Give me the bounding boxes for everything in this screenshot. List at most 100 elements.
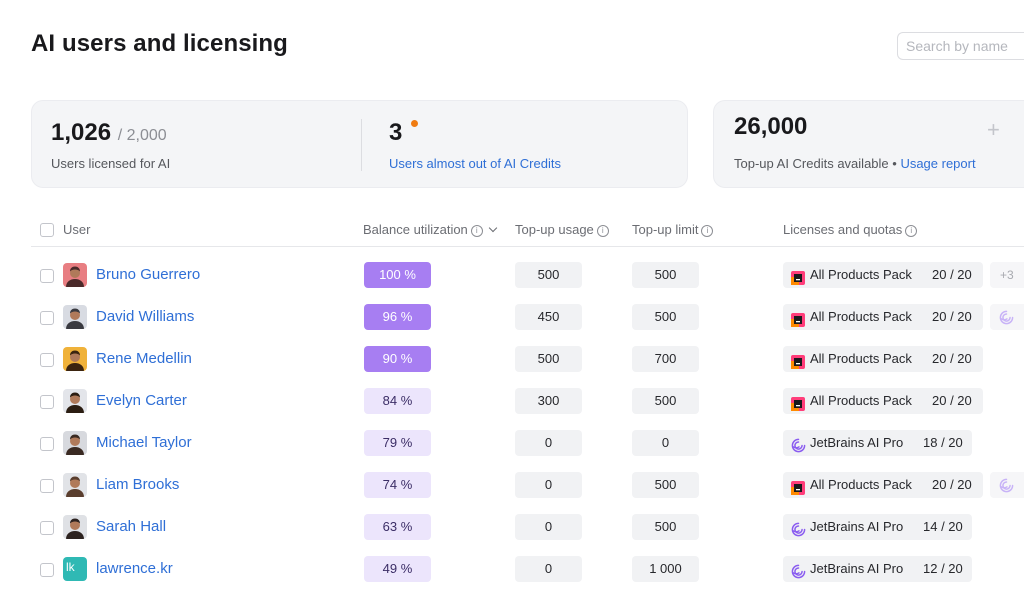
table-row[interactable]: Bruno Guerrero 100 % 500 500 All Product… bbox=[0, 255, 1024, 297]
card-divider bbox=[361, 119, 362, 171]
license-name: All Products Pack bbox=[810, 477, 912, 492]
topup-limit-value[interactable]: 0 bbox=[632, 430, 699, 456]
jetbrains-ai-icon[interactable] bbox=[990, 304, 1024, 330]
page-title: AI users and licensing bbox=[31, 30, 288, 57]
table-row[interactable]: Rene Medellin 90 % 500 700 All Products … bbox=[0, 339, 1024, 381]
license-chip[interactable]: All Products Pack 20 / 20 bbox=[783, 388, 983, 414]
avatar bbox=[63, 263, 87, 287]
topup-limit-value[interactable]: 500 bbox=[632, 262, 699, 288]
license-name: All Products Pack bbox=[810, 267, 912, 282]
balance-utilization-badge: 49 % bbox=[364, 556, 431, 582]
usage-report-link[interactable]: Usage report bbox=[900, 156, 976, 171]
license-quota: 20 / 20 bbox=[932, 267, 972, 282]
topup-limit-value[interactable]: 500 bbox=[632, 388, 699, 414]
topup-limit-value[interactable]: 700 bbox=[632, 346, 699, 372]
license-quota: 20 / 20 bbox=[932, 309, 972, 324]
avatar-initials: lk bbox=[63, 557, 87, 581]
licensed-count: 1,026 / 2,000 bbox=[51, 119, 167, 146]
user-name-link[interactable]: Rene Medellin bbox=[96, 350, 192, 367]
topup-usage-value: 0 bbox=[515, 556, 582, 582]
balance-utilization-badge: 84 % bbox=[364, 388, 431, 414]
table-row[interactable]: lk lawrence.kr 49 % 0 1 000 JetBrains AI… bbox=[0, 549, 1024, 591]
chevron-down-icon bbox=[488, 223, 498, 233]
table-row[interactable]: Sarah Hall 63 % 0 500 JetBrains AI Pro 1… bbox=[0, 507, 1024, 549]
user-name-link[interactable]: David Williams bbox=[96, 308, 195, 325]
row-checkbox[interactable] bbox=[40, 395, 54, 409]
header-divider bbox=[31, 246, 1024, 247]
row-checkbox[interactable] bbox=[40, 521, 54, 535]
table-row[interactable]: David Williams 96 % 450 500 All Products… bbox=[0, 297, 1024, 339]
jetbrains-ai-icon bbox=[791, 562, 806, 588]
topup-usage-value: 0 bbox=[515, 514, 582, 540]
user-name-link[interactable]: Sarah Hall bbox=[96, 518, 167, 535]
column-header-balance[interactable]: Balance utilization i bbox=[363, 222, 498, 237]
license-quota: 18 / 20 bbox=[923, 435, 963, 450]
table-row[interactable]: Liam Brooks 74 % 0 500 All Products Pack… bbox=[0, 465, 1024, 507]
row-checkbox[interactable] bbox=[40, 353, 54, 367]
avatar bbox=[63, 389, 87, 413]
user-name-link[interactable]: Evelyn Carter bbox=[96, 392, 187, 409]
balance-utilization-badge: 90 % bbox=[364, 346, 431, 372]
all-products-pack-icon bbox=[791, 310, 805, 336]
table-row[interactable]: Evelyn Carter 84 % 300 500 All Products … bbox=[0, 381, 1024, 423]
almost-out-link[interactable]: Users almost out of AI Credits bbox=[389, 156, 561, 171]
licensed-total: / 2,000 bbox=[117, 127, 167, 144]
license-name: All Products Pack bbox=[810, 351, 912, 366]
row-checkbox[interactable] bbox=[40, 269, 54, 283]
license-chip[interactable]: JetBrains AI Pro 18 / 20 bbox=[783, 430, 972, 456]
info-icon: i bbox=[905, 224, 918, 237]
column-header-topup-usage[interactable]: Top-up usage i bbox=[515, 222, 609, 237]
plus-icon[interactable]: + bbox=[987, 117, 1000, 142]
row-checkbox[interactable] bbox=[40, 563, 54, 577]
select-all-checkbox[interactable] bbox=[40, 223, 54, 237]
user-name-link[interactable]: Liam Brooks bbox=[96, 476, 180, 493]
all-products-pack-icon bbox=[791, 478, 805, 504]
balance-utilization-badge: 74 % bbox=[364, 472, 431, 498]
license-chip[interactable]: All Products Pack 20 / 20 bbox=[783, 346, 983, 372]
user-name-link[interactable]: lawrence.kr bbox=[96, 560, 173, 577]
avatar bbox=[63, 347, 87, 371]
topup-usage-value: 0 bbox=[515, 472, 582, 498]
license-name: JetBrains AI Pro bbox=[810, 519, 904, 534]
license-name: JetBrains AI Pro bbox=[810, 435, 904, 450]
alert-dot-icon bbox=[411, 120, 418, 127]
license-chip[interactable]: All Products Pack 20 / 20 bbox=[783, 304, 983, 330]
user-name-link[interactable]: Michael Taylor bbox=[96, 434, 192, 451]
jetbrains-ai-icon[interactable] bbox=[990, 472, 1024, 498]
column-header-user[interactable]: User bbox=[63, 222, 91, 237]
info-icon: i bbox=[596, 224, 609, 237]
balance-utilization-badge: 63 % bbox=[364, 514, 431, 540]
row-checkbox[interactable] bbox=[40, 311, 54, 325]
license-name: JetBrains AI Pro bbox=[810, 561, 904, 576]
license-quota: 14 / 20 bbox=[923, 519, 963, 534]
license-chip[interactable]: JetBrains AI Pro 12 / 20 bbox=[783, 556, 972, 582]
topup-count: 26,000 bbox=[734, 113, 808, 140]
topup-usage-value: 500 bbox=[515, 346, 582, 372]
license-chip[interactable]: JetBrains AI Pro 14 / 20 bbox=[783, 514, 972, 540]
more-licenses-badge[interactable]: +3 bbox=[990, 262, 1024, 288]
license-chip[interactable]: All Products Pack 20 / 20 bbox=[783, 472, 983, 498]
license-name: All Products Pack bbox=[810, 309, 912, 324]
license-quota: 20 / 20 bbox=[932, 393, 972, 408]
all-products-pack-icon bbox=[791, 352, 805, 378]
topup-limit-value[interactable]: 500 bbox=[632, 514, 699, 540]
avatar bbox=[63, 515, 87, 539]
topup-limit-value[interactable]: 500 bbox=[632, 472, 699, 498]
table-row[interactable]: Michael Taylor 79 % 0 0 JetBrains AI Pro… bbox=[0, 423, 1024, 465]
search-input[interactable] bbox=[897, 32, 1024, 60]
row-checkbox[interactable] bbox=[40, 437, 54, 451]
avatar bbox=[63, 305, 87, 329]
topup-usage-value: 450 bbox=[515, 304, 582, 330]
avatar: lk bbox=[63, 557, 87, 581]
column-header-topup-limit[interactable]: Top-up limit i bbox=[632, 222, 714, 237]
row-checkbox[interactable] bbox=[40, 479, 54, 493]
topup-limit-value[interactable]: 500 bbox=[632, 304, 699, 330]
license-chip[interactable]: All Products Pack 20 / 20 bbox=[783, 262, 983, 288]
user-name-link[interactable]: Bruno Guerrero bbox=[96, 266, 201, 283]
balance-utilization-badge: 96 % bbox=[364, 304, 431, 330]
topup-limit-value[interactable]: 1 000 bbox=[632, 556, 699, 582]
license-quota: 20 / 20 bbox=[932, 477, 972, 492]
info-icon: i bbox=[701, 224, 714, 237]
column-header-licenses[interactable]: Licenses and quotas i bbox=[783, 222, 918, 237]
jetbrains-ai-icon bbox=[791, 436, 806, 462]
